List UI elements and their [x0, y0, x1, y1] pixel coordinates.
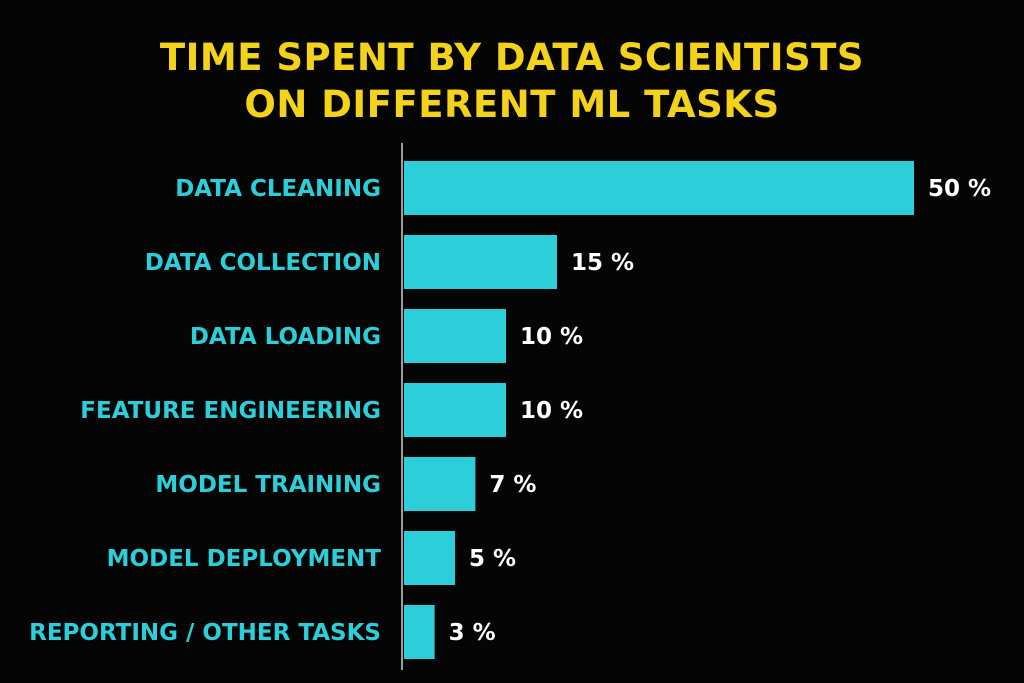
- chart-title: TIME SPENT BY DATA SCIENTISTS ON DIFFERE…: [0, 34, 1024, 128]
- value-label: 15 %: [571, 250, 634, 276]
- bar-1: [404, 235, 557, 289]
- chart-title-line-2: ON DIFFERENT ML TASKS: [244, 83, 780, 126]
- category-label: DATA COLLECTION: [145, 250, 381, 276]
- value-label: 10 %: [520, 398, 583, 424]
- category-label: MODEL TRAINING: [155, 472, 381, 498]
- bar-5: [404, 531, 455, 585]
- category-label: DATA LOADING: [190, 324, 381, 350]
- bar-2: [404, 309, 506, 363]
- value-label: 3 %: [449, 620, 496, 646]
- category-label: DATA CLEANING: [175, 176, 381, 202]
- value-label: 50 %: [928, 176, 991, 202]
- bar-3: [404, 383, 506, 437]
- category-label: FEATURE ENGINEERING: [80, 398, 381, 424]
- value-label: 7 %: [489, 472, 536, 498]
- value-label: 10 %: [520, 324, 583, 350]
- bar-4: [404, 457, 476, 511]
- bar-0: [404, 161, 914, 215]
- category-label: MODEL DEPLOYMENT: [107, 546, 382, 572]
- bar-6: [404, 605, 435, 659]
- bars-group: [404, 161, 914, 659]
- value-label: 5 %: [469, 546, 516, 572]
- value-labels-group: 50 % 15 % 10 % 10 % 7 % 5 % 3 %: [449, 176, 991, 646]
- category-labels-group: DATA CLEANING DATA COLLECTION DATA LOADING…: [29, 176, 381, 646]
- chart-title-line-1: TIME SPENT BY DATA SCIENTISTS: [159, 36, 865, 79]
- category-label: REPORTING / OTHER TASKS: [29, 620, 381, 646]
